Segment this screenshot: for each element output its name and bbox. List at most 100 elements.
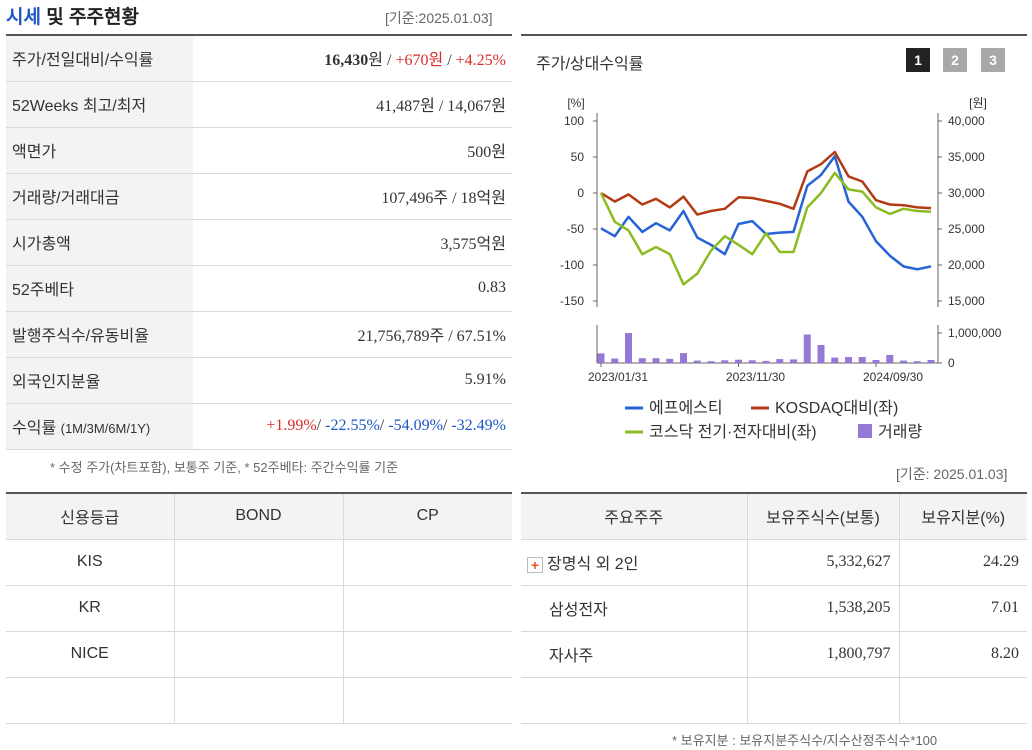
return-3m: -22.55% — [325, 417, 380, 434]
legend-label: 거래량 — [878, 423, 922, 441]
cp-cell — [343, 677, 512, 724]
column-header: 신용등급 — [6, 493, 175, 540]
cp-cell — [343, 631, 512, 678]
table-row: 발행주식수/유동비율 21,756,789주 / 67.51% — [6, 311, 512, 358]
agency-cell: KR — [6, 585, 175, 632]
cp-cell — [343, 585, 512, 632]
volume-bar — [693, 360, 701, 363]
volume-bar — [776, 359, 784, 363]
table-row: KIS — [6, 539, 512, 586]
row-label: 거래량/거래대금 — [6, 173, 193, 220]
row-value: 107,496주 / 18억원 — [193, 173, 512, 220]
volume-bar — [831, 357, 839, 363]
table-row: 액면가 500원 — [6, 127, 512, 174]
row-label: 외국인지분율 — [6, 357, 193, 404]
row-label: 주가/전일대비/수익률 — [6, 35, 193, 82]
holder-shares: 1,538,205 — [747, 585, 900, 632]
holder-name: + 장명식 외 2인 — [521, 539, 748, 586]
volume-bar — [845, 357, 852, 363]
expand-plus-icon[interactable]: + — [527, 556, 543, 573]
volume-bar — [652, 358, 660, 363]
table-row: 삼성전자 1,538,205 7.01 — [521, 585, 1027, 632]
price-chart: [%] [원] 100 50 0 -50 -100 -150 40,000 35,000 30,00… — [560, 96, 1002, 441]
return-values: +1.99%/ -22.55%/ -54.09%/ -32.49% — [193, 403, 512, 450]
left-tick-label: 50 — [571, 150, 585, 164]
table-row: 거래량/거래대금 107,496주 / 18억원 — [6, 173, 512, 220]
holder-name: 삼성전자 — [521, 585, 748, 632]
left-tick-label: 0 — [577, 186, 584, 200]
holder-name-text: 장명식 외 2인 — [547, 556, 639, 573]
volume-bar — [666, 358, 674, 363]
row-label: 52Weeks 최고/최저 — [6, 81, 193, 128]
footnote: * 보유지분 : 보유지분주식수/지수산정주식수*100 — [672, 733, 938, 748]
table-row: 52Weeks 최고/최저 41,487원 / 14,067원 — [6, 81, 512, 128]
row-label: 발행주식수/유동비율 — [6, 311, 193, 358]
major-holders-table: 주요주주 보유주식수(보통) 보유지분(%) + 장명식 외 2인 5,332,6… — [521, 492, 1027, 724]
current-price: 16,430 — [324, 52, 369, 70]
volume-bar — [762, 360, 770, 363]
bond-cell — [174, 585, 344, 632]
row-value: 3,575억원 — [193, 219, 512, 266]
volume-bar — [803, 334, 811, 363]
volume-bar — [735, 359, 742, 363]
holder-pct — [899, 677, 1027, 724]
price-change: +670원 — [395, 52, 444, 70]
left-tick-label: -50 — [567, 222, 585, 236]
chart-page-1-button[interactable]: 1 — [906, 48, 930, 72]
right-tick-label: 35,000 — [948, 150, 985, 164]
holder-pct: 24.29 — [899, 539, 1027, 586]
row-value: 41,487원 / 14,067원 — [193, 81, 512, 128]
volume-bar — [625, 333, 632, 363]
right-tick-label: 40,000 — [948, 114, 985, 128]
right-tick-label: 30,000 — [948, 186, 985, 200]
row-value: 5.91% — [193, 357, 512, 404]
right-axis-label: [원] — [969, 96, 987, 110]
row-label-main: 수익률 — [12, 420, 57, 437]
series-line — [599, 171, 932, 286]
series-line — [600, 150, 932, 216]
price-rate: +4.25% — [455, 52, 506, 70]
chart-page-2-button[interactable]: 2 — [943, 48, 967, 72]
volume-bar — [680, 353, 687, 363]
column-header: 주요주주 — [521, 493, 748, 540]
row-label: 수익률 (1M/3M/6M/1Y) — [6, 403, 193, 450]
volume-bar — [611, 358, 619, 363]
holder-shares — [747, 677, 900, 724]
row-label: 액면가 — [6, 127, 193, 174]
title-highlight: 시세 — [6, 7, 41, 28]
volume-tick-label: 0 — [948, 356, 955, 370]
column-header: 보유지분(%) — [899, 493, 1027, 540]
volume-bar — [900, 360, 907, 363]
right-tick-label: 25,000 — [948, 222, 985, 236]
return-1y: -32.49% — [451, 417, 506, 434]
table-row: NICE — [6, 631, 512, 678]
holder-pct: 7.01 — [899, 585, 1027, 632]
page-title: 시세 및 주주현황 — [6, 2, 139, 29]
table-row: KR — [6, 585, 512, 632]
holder-name — [521, 677, 748, 724]
return-1m: +1.99% — [266, 417, 317, 434]
row-label: 52주베타 — [6, 265, 193, 312]
basis-date: [기준:2025.01.03] — [385, 10, 493, 26]
legend-label: KOSDAQ대비(좌) — [775, 399, 898, 417]
volume-bar — [638, 358, 646, 363]
table-row: 자사주 1,800,797 8.20 — [521, 631, 1027, 678]
holder-shares: 5,332,627 — [747, 539, 900, 586]
basis-date: [기준: 2025.01.03] — [896, 466, 1008, 482]
chart-page-3-button[interactable]: 3 — [981, 48, 1005, 72]
volume-bar — [927, 360, 935, 363]
table-row: 주가/전일대비/수익률 16,430원 / +670원 / +4.25% — [6, 35, 512, 82]
column-header: 보유주식수(보통) — [747, 493, 900, 540]
x-tick-label: 2023/11/30 — [726, 370, 785, 384]
volume-bar — [913, 361, 921, 363]
return-6m: -54.09% — [388, 417, 443, 434]
table-row: + 장명식 외 2인 5,332,627 24.29 — [521, 539, 1027, 586]
volume-bar — [597, 353, 605, 363]
volume-bar — [817, 345, 825, 363]
bond-cell — [174, 677, 344, 724]
volume-bar — [790, 359, 797, 363]
chart-panel — [521, 34, 1027, 450]
table-row: 외국인지분율 5.91% — [6, 357, 512, 404]
column-header: BOND — [174, 493, 344, 540]
price-value: 16,430원 / +670원 / +4.25% — [193, 35, 512, 82]
